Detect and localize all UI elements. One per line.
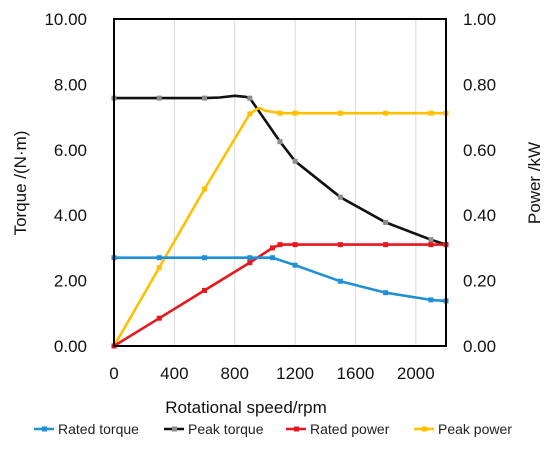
grid-lines bbox=[173, 19, 417, 346]
peak-torque-point bbox=[383, 219, 389, 225]
rated-torque-point bbox=[156, 255, 162, 261]
y-left-tick-label: 10.00 bbox=[44, 10, 87, 29]
legend-marker bbox=[294, 426, 299, 432]
rated-torque-point bbox=[247, 255, 253, 261]
rated-power-point bbox=[202, 287, 208, 293]
rated-torque-point bbox=[269, 255, 275, 261]
y-right-tick-label: 0.00 bbox=[463, 337, 496, 356]
legend-item-rated-power: Rated power bbox=[286, 421, 390, 437]
legend-marker bbox=[42, 426, 47, 432]
rated-power-point bbox=[337, 242, 343, 248]
y-left-tick-label: 2.00 bbox=[54, 272, 87, 291]
peak-power-point bbox=[156, 265, 162, 271]
legend-item-peak-power: Peak power bbox=[414, 421, 512, 437]
rated-torque-point bbox=[428, 297, 434, 303]
y-right-tick-label: 0.40 bbox=[463, 206, 496, 225]
peak-torque-point bbox=[247, 95, 253, 101]
legend-label: Rated torque bbox=[58, 421, 139, 437]
rated-power-point bbox=[156, 315, 162, 321]
peak-torque-point bbox=[156, 95, 162, 101]
plot-frame bbox=[113, 18, 447, 347]
x-tick-label: 1200 bbox=[276, 364, 314, 383]
rated-power-point bbox=[269, 245, 275, 251]
y-axis-right-title: Power /kW bbox=[525, 142, 544, 224]
y-left-tick-label: 8.00 bbox=[54, 75, 87, 94]
peak-torque-point bbox=[202, 95, 208, 101]
peak-power-point bbox=[428, 110, 434, 116]
y-axis-left-title: Torque /(N·m) bbox=[11, 131, 30, 236]
legend: Rated torque Peak torque Rated power Peak p… bbox=[34, 421, 512, 437]
rated-torque-point bbox=[202, 255, 208, 261]
legend-marker bbox=[422, 426, 427, 432]
legend-label: Peak power bbox=[438, 421, 512, 437]
peak-power-point bbox=[247, 111, 253, 117]
y-right-tick-label: 1.00 bbox=[463, 10, 496, 29]
rated-torque-line bbox=[114, 256, 447, 303]
y-right-tick-label: 0.60 bbox=[463, 141, 496, 160]
peak-power-line bbox=[112, 106, 446, 347]
peak-torque-point bbox=[292, 158, 298, 164]
x-tick-label: 1600 bbox=[337, 364, 375, 383]
peak-torque-line bbox=[114, 94, 447, 246]
series-lines bbox=[111, 94, 449, 349]
rated-torque-point bbox=[292, 262, 298, 268]
rated-power-point bbox=[292, 242, 298, 248]
y-right-tick-label: 0.20 bbox=[463, 272, 496, 291]
legend-label: Rated power bbox=[310, 421, 390, 437]
peak-torque-point bbox=[277, 139, 283, 145]
legend-item-rated-torque: Rated torque bbox=[34, 421, 139, 437]
rated-torque-point bbox=[383, 290, 389, 296]
rated-power-point bbox=[428, 242, 434, 248]
y-left-tick-label: 0.00 bbox=[54, 337, 87, 356]
peak-power-point bbox=[277, 110, 283, 116]
y-right-tick-label: 0.80 bbox=[463, 75, 496, 94]
x-axis-title: Rotational speed/rpm bbox=[165, 398, 327, 417]
rated-power-point bbox=[277, 242, 283, 248]
legend-marker bbox=[172, 426, 177, 432]
x-tick-label: 0 bbox=[109, 364, 118, 383]
tick-labels: 0 400 800 1200 1600 2000 0.00 2.00 4.00 6.00 8.00 1… bbox=[44, 10, 496, 383]
x-tick-label: 2000 bbox=[397, 364, 435, 383]
rated-power-point bbox=[247, 260, 253, 266]
legend-label: Peak torque bbox=[188, 421, 264, 437]
y-left-tick-label: 4.00 bbox=[54, 206, 87, 225]
peak-torque-point bbox=[337, 194, 343, 200]
x-tick-label: 800 bbox=[221, 364, 249, 383]
legend-item-peak-torque: Peak torque bbox=[164, 421, 264, 437]
peak-power-point bbox=[383, 110, 389, 116]
peak-power-point bbox=[202, 186, 208, 192]
rated-power-point bbox=[383, 242, 389, 248]
series-peak-torque bbox=[111, 94, 449, 248]
y-left-tick-label: 6.00 bbox=[54, 141, 87, 160]
peak-torque-point bbox=[428, 237, 434, 243]
peak-power-point bbox=[292, 110, 298, 116]
peak-power-point bbox=[337, 110, 343, 116]
rated-torque-point bbox=[337, 278, 343, 284]
x-tick-label: 400 bbox=[160, 364, 188, 383]
